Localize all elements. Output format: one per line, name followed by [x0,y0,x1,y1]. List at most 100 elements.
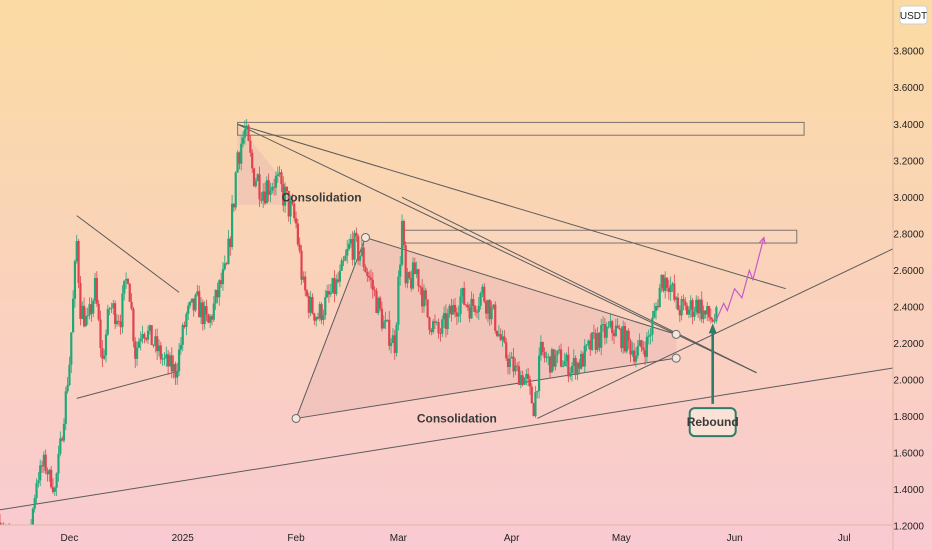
candle-body [40,465,44,467]
y-tick-label: 2.2000 [893,339,924,350]
candle-body [442,313,446,320]
candle-body [31,508,34,525]
candle-body [95,277,98,304]
candle-body [589,340,592,350]
candle-body [691,300,694,317]
candle-body [528,379,532,387]
candle-body [84,315,87,327]
candle-body [291,200,294,204]
candle-body [596,332,599,351]
candle-body [468,307,471,319]
candle-body [543,352,546,358]
candle-body [616,325,619,329]
candle-body [495,330,499,336]
candle-body [382,322,385,329]
candle-body [711,319,714,322]
candle-body [42,454,45,467]
candle-body [634,355,638,362]
candle-body [413,262,416,275]
candle-body [422,290,426,307]
candle-body [300,250,303,280]
candle-body [70,332,73,365]
candle-body [241,137,245,144]
candle-body [305,290,309,296]
candle-body [315,317,318,321]
candle-body [35,483,38,499]
candle-body [377,297,380,313]
candle-body [501,336,504,341]
candle-body [183,325,186,327]
candle-body [497,334,500,336]
trendline-3 [401,196,757,374]
candle-body [294,218,298,224]
candle-body [338,270,342,282]
candle-body [371,279,374,290]
candle-body [101,348,104,359]
candle-body [82,305,86,327]
candle-body [680,299,683,316]
candle-body [609,321,612,327]
candle-body [375,290,378,313]
candle-body [426,299,429,318]
candle-body [50,469,53,488]
candle-body [176,371,179,378]
candle-body [152,345,155,346]
candle-body [389,342,393,346]
candle-body [77,241,80,283]
candle-body [645,336,649,357]
candle-body [79,282,82,319]
candle-body [453,304,457,313]
candle-body [446,313,449,329]
candle-body [124,279,128,281]
candle-body [168,355,172,367]
candle-body [629,340,632,355]
candle-body [234,172,237,208]
candle-body [282,184,285,206]
candle-body [88,304,91,316]
candle-body [214,289,217,304]
candle-body [230,203,234,248]
candle-body [256,174,259,182]
candle-body [494,304,497,331]
candle-body [706,306,709,315]
candle-body [92,300,95,314]
candle-body [481,286,484,294]
candle-body [119,321,122,328]
candle-body [216,289,219,298]
candle-body [461,288,464,297]
candle-body [464,304,468,306]
candle-body [411,262,415,289]
candle-body [430,329,433,333]
candle-body [704,310,707,315]
candle-body [483,286,486,302]
candle-body [263,191,267,204]
candle-body [251,152,254,169]
candle-body [397,276,400,325]
candle-body [57,453,60,474]
candle-body [512,356,515,372]
candle-body [530,386,533,404]
candle-body [643,350,647,357]
candle-body [61,438,64,441]
x-tick-label: Dec [61,533,79,544]
candle-body [525,374,528,378]
candle-body [258,174,261,200]
candle-body [205,306,208,315]
candle-body [651,317,654,335]
candle-body [715,307,718,321]
candle-body [135,347,139,359]
candle-body [90,304,93,314]
candle-body [134,341,137,359]
candle-body [51,487,55,492]
candle-body [139,338,142,342]
trendline-1 [237,123,786,290]
candle-body [474,306,477,312]
candle-body [603,324,606,338]
candle-body [322,314,325,321]
candle-body [642,347,645,351]
candle-body [33,498,36,509]
candle-body [198,291,201,318]
candle-body [262,191,265,201]
candle-body [399,264,402,277]
candle-body [229,238,232,248]
